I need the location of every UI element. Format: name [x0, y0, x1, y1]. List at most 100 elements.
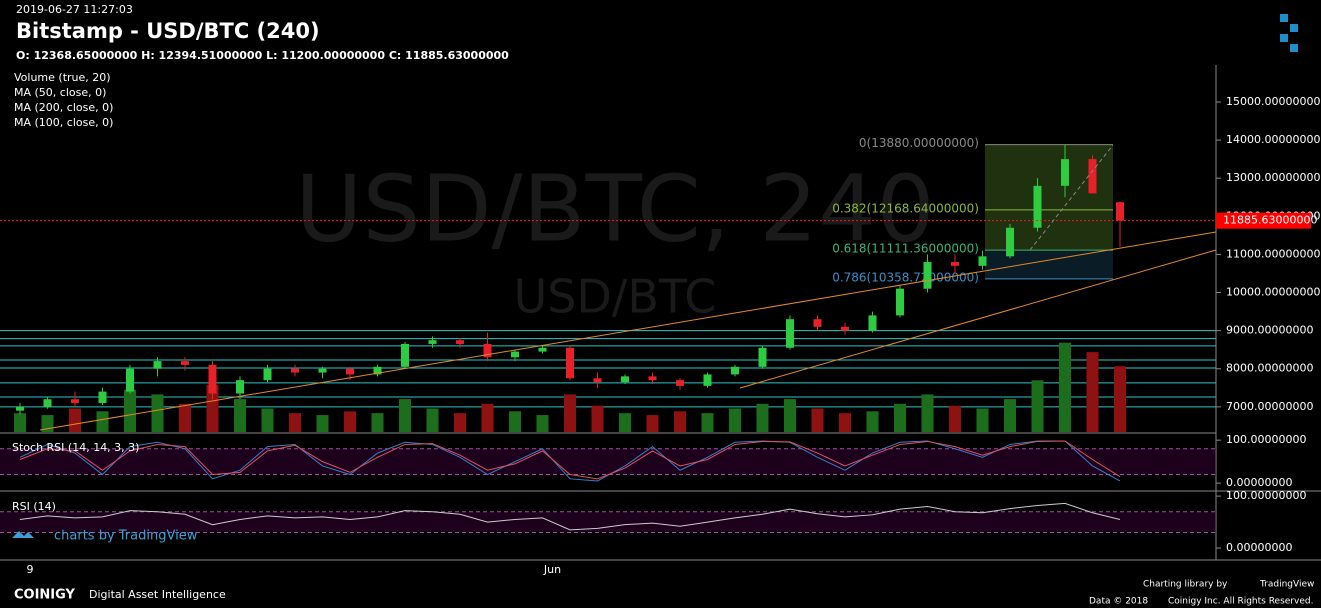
volume-bar	[344, 411, 356, 432]
volume-bar	[619, 413, 631, 432]
candle-body	[896, 288, 904, 316]
y-tick-label: 0.00000000	[1226, 541, 1292, 554]
candle-body	[731, 366, 739, 375]
candle-body	[318, 368, 327, 373]
candle-body	[566, 347, 574, 379]
trend-line	[739, 249, 1217, 389]
pane-band	[0, 448, 1216, 475]
volume-bar	[234, 399, 246, 432]
volume-bar	[839, 413, 851, 432]
volume-bar	[151, 394, 164, 432]
volume-bar	[206, 385, 219, 432]
candle-body	[1006, 227, 1014, 257]
volume-bar	[811, 408, 824, 432]
fib-diagonal	[1029, 144, 1114, 251]
volume-bar	[1031, 380, 1044, 432]
watermark-sub: USD/BTC	[514, 270, 717, 324]
logo-square	[1290, 44, 1298, 52]
volume-bar	[1059, 342, 1071, 432]
plot: 7000.00000000 8000.00000000 9000.00000000 1…	[0, 95, 1320, 576]
volume-bar	[14, 413, 26, 432]
volume-bar	[399, 399, 411, 432]
volume-bar	[976, 408, 989, 432]
watermark-main: USD/BTC, 240	[295, 155, 935, 262]
volume-bar	[921, 394, 934, 432]
candle-body	[621, 376, 629, 383]
y-tick-label: 15000.00000000	[1226, 95, 1320, 108]
candle-body	[153, 361, 162, 369]
candle-body	[16, 406, 24, 411]
candle-body	[1033, 185, 1042, 228]
tv-credit[interactable]: charts by TradingView	[54, 529, 198, 544]
volume-bar	[866, 411, 879, 432]
candle-body	[1061, 159, 1069, 186]
candle-body	[813, 319, 822, 327]
candle-body	[923, 262, 932, 289]
x-tick-label: Jun	[543, 563, 561, 576]
volume-bar	[454, 413, 466, 432]
candle-body	[456, 340, 464, 344]
brand: COINIGY	[14, 588, 76, 603]
candle-body	[98, 391, 107, 404]
candle-body	[71, 399, 79, 404]
volume-bar	[536, 415, 549, 432]
volume-bar	[1004, 399, 1016, 432]
x-tick-label: 9	[27, 563, 34, 576]
candle-body	[263, 368, 272, 381]
y-tick-label: 100.00000000	[1226, 489, 1306, 502]
volume-bar	[481, 403, 494, 432]
volume-bar	[729, 408, 741, 432]
trend-line	[39, 231, 1217, 431]
volume-bar	[96, 411, 109, 432]
indicator-label: MA (100, close, 0)	[14, 116, 113, 129]
candle-body	[951, 262, 959, 266]
volume-bar	[894, 403, 906, 432]
ohlc-open: O: 12368.65000000	[16, 49, 138, 62]
volume-bar	[701, 413, 714, 432]
volume-bar	[289, 413, 301, 432]
candle-body	[511, 351, 519, 358]
volume-bar	[316, 415, 329, 432]
fib-label: 0.618(11111.36000000)	[832, 242, 979, 256]
candle-body	[841, 326, 849, 331]
candle-body	[676, 380, 684, 386]
volume-bar	[1114, 366, 1126, 432]
volume-bar	[509, 411, 521, 432]
last-price-box	[1216, 212, 1311, 229]
y-tick-label: 7000.00000000	[1226, 400, 1313, 413]
candle-body	[373, 366, 382, 375]
volume-bar	[1086, 352, 1099, 432]
volume-bar	[371, 413, 384, 432]
y-tick-label: 100.00000000	[1226, 433, 1306, 446]
volume-bar	[179, 403, 191, 432]
oscillator-line	[19, 502, 1121, 531]
y-tick-label: 10000.00000000	[1226, 286, 1320, 299]
y-tick-label: 14000.00000000	[1226, 133, 1320, 146]
y-tick-label: 0.00000000	[1226, 476, 1292, 489]
title: Bitstamp - USD/BTC (240)	[16, 19, 320, 43]
y-tick-label: 9000.00000000	[1226, 324, 1313, 337]
ohlc-close: C: 11885.63000000	[389, 49, 509, 62]
tagline: Digital Asset Intelligence	[89, 588, 226, 601]
volume-bar	[591, 405, 604, 432]
candle-body	[1088, 159, 1097, 194]
candle-body	[868, 315, 877, 331]
volume-bar	[124, 389, 136, 432]
indicator-label: MA (50, close, 0)	[14, 86, 106, 99]
watermark: USD/BTC, 240 USD/BTC	[295, 155, 935, 323]
logo-square	[1290, 24, 1298, 32]
volume-bar	[756, 403, 769, 432]
volume-bar	[69, 408, 81, 432]
candle-body	[401, 343, 409, 367]
last-price-label: 11885.63000000	[1223, 214, 1317, 227]
candle-body	[483, 343, 492, 358]
copyright: Data © 2018	[1089, 597, 1148, 607]
charting-credit: Charting library by	[1143, 580, 1228, 590]
tv-name: TradingView	[1259, 580, 1314, 590]
candle-body	[1116, 202, 1124, 221]
candle-body	[126, 368, 134, 392]
candle-body	[593, 378, 602, 383]
